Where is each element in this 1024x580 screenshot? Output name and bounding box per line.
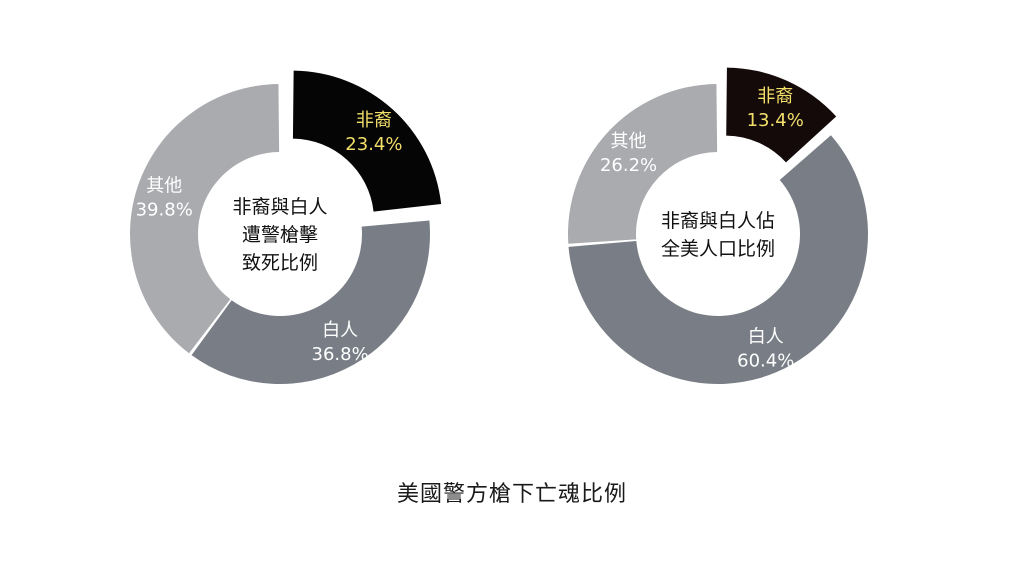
slice-value-label: 13.4% — [747, 110, 804, 131]
center-label-line: 遭警槍擊 — [242, 224, 318, 246]
slice-value-label: 26.2% — [600, 155, 657, 176]
center-label-line: 非裔與白人 — [232, 196, 327, 218]
slice-2 — [191, 220, 430, 385]
slice-value-label: 36.8% — [312, 344, 369, 365]
slice-value-label: 23.4% — [345, 134, 402, 155]
slice-name-label: 其他 — [611, 131, 647, 152]
slice-3 — [568, 84, 718, 244]
slice-1 — [292, 70, 442, 212]
slice-name-label: 其他 — [146, 176, 182, 197]
page-title: 美國警方槍下亡魂比例 — [396, 482, 627, 507]
slice-value-label: 39.8% — [136, 200, 193, 221]
slice-name-label: 白人 — [322, 320, 358, 341]
center-label-line: 全美人口比例 — [661, 238, 775, 260]
center-label-line: 非裔與白人佔 — [661, 210, 775, 232]
slice-name-label: 白人 — [748, 326, 784, 347]
slice-2 — [568, 135, 868, 384]
slice-value-label: 60.4% — [737, 350, 794, 371]
slice-name-label: 非裔 — [356, 110, 392, 131]
slice-1 — [726, 67, 837, 163]
slice-3 — [130, 84, 280, 354]
slice-name-label: 非裔 — [757, 86, 793, 107]
center-label-line: 致死比例 — [242, 252, 318, 274]
